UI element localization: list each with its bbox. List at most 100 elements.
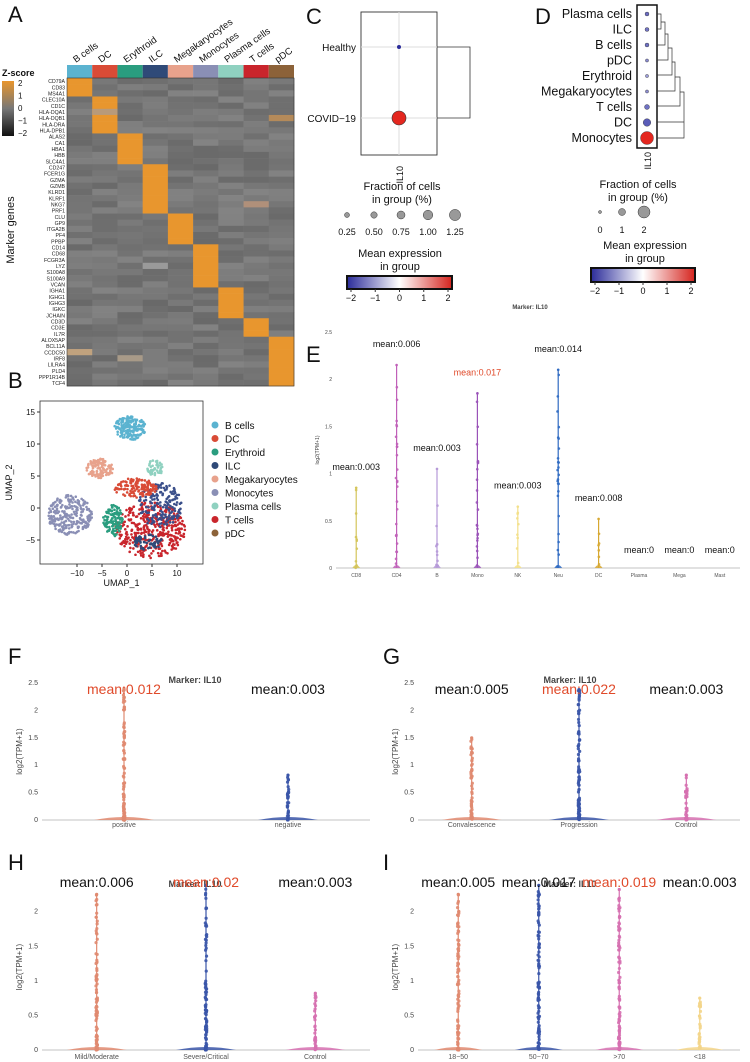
violinI-data-point [537, 971, 541, 976]
umap-point-bcells [118, 427, 122, 431]
umap-point-monocytes [53, 518, 57, 521]
violinI-data-point [617, 1019, 622, 1023]
violinH-data-point [94, 915, 98, 919]
violinF-data-point [121, 805, 125, 809]
heatmap-cell [92, 349, 118, 356]
heatmap-cell [67, 293, 93, 301]
heatmap-cell [268, 250, 295, 257]
heatmap-cell [268, 305, 295, 313]
violinI-data-point [537, 1024, 541, 1028]
heatmap-cell [193, 133, 219, 140]
umap-point-tcells [161, 524, 164, 527]
umap-point-ilc [165, 497, 168, 501]
umap-point-ilc [150, 506, 154, 509]
umap-point-tcells [128, 542, 131, 545]
umap-point-tcells [131, 511, 135, 515]
violinE-ytick: 1.5 [325, 424, 332, 430]
heatmap-cell [167, 250, 194, 257]
violinE-data-point [597, 517, 600, 521]
heatmap-cell [167, 262, 194, 270]
dotC-row-label: COVID−19 [307, 114, 356, 125]
violinI-data-point [537, 937, 541, 941]
umap-point-tcells [176, 523, 180, 526]
umap-point-erythroid [102, 516, 105, 519]
umap-point-monocytes [80, 507, 83, 511]
umap-point-ilc [171, 506, 174, 509]
heatmap-cell [193, 188, 219, 196]
violinH-data-point [204, 1036, 208, 1040]
heatmap-cell [67, 182, 93, 190]
violinH-data-point [94, 974, 98, 978]
umap-point-tcells [176, 536, 179, 540]
umap-point-monocytes [47, 514, 51, 518]
violinH-data-point [204, 1029, 209, 1033]
umap-point-ilc [139, 511, 143, 515]
violinH-data-point [204, 916, 208, 920]
violinI-data-point [698, 1026, 702, 1030]
umap-point-tcells [166, 535, 170, 538]
heatmap-cell [117, 121, 143, 128]
umap-point-plasma [156, 466, 160, 469]
umap-point-monocytes [61, 528, 65, 532]
violinI-data-point [456, 997, 460, 1001]
heatmap-cell [243, 127, 270, 134]
violinI-data-point [536, 995, 541, 1000]
umap-point-monocytes [90, 516, 93, 519]
umap-point-monocytes [50, 521, 53, 525]
umap-point-tcells [128, 519, 131, 522]
heatmap-cell [243, 324, 270, 331]
umap-point-tcells [139, 554, 143, 557]
violinF-data-point [286, 795, 290, 800]
umap-point-monocytes [74, 531, 77, 535]
zscore-tick: 0 [18, 104, 23, 113]
umap-point-monocytes [69, 494, 73, 498]
heatmap-cell [268, 158, 295, 165]
heatmap-cell [142, 287, 169, 294]
heatmap-cell [67, 145, 93, 153]
heatmap-cell [117, 195, 143, 202]
umap-point-erythroid [113, 508, 116, 512]
umap-point-tcells [137, 531, 140, 535]
umap-point-tcells [150, 552, 153, 555]
umap-point-tcells [172, 546, 175, 550]
violinE-data-point [597, 555, 601, 559]
umap-point-bcells [134, 425, 138, 429]
umap-point-monocytes [73, 512, 76, 516]
umap-point-tcells [176, 543, 180, 547]
umap-point-tcells [182, 535, 186, 539]
heatmap-cell [117, 262, 143, 270]
violinI-data-point [617, 887, 621, 892]
heatmap-cell [142, 361, 169, 368]
dotD-dot [645, 58, 649, 63]
violinE-data-point [557, 425, 561, 429]
heatmap-cell [117, 256, 143, 264]
heatmap-cell [142, 90, 169, 97]
violinH-data-point [204, 954, 209, 958]
umap-legend-swatch [211, 502, 219, 510]
heatmap-cell [67, 170, 93, 177]
violinE-data-point [556, 478, 560, 481]
violinF-ytick: 2 [34, 707, 38, 714]
heatmap-cell [167, 201, 194, 208]
violinH-data-point [313, 1004, 318, 1008]
violinE-group-label: NK [514, 573, 522, 579]
umap-point-megakaryocytes [97, 476, 100, 480]
umap-point-tcells [170, 539, 173, 543]
heatmap-cell [218, 145, 244, 153]
heatmap-cell [117, 330, 143, 338]
violinI-data-point [536, 981, 540, 985]
heatmap-cell [268, 90, 295, 97]
umap-point-tcells [180, 527, 183, 531]
heatmap-cell [92, 305, 118, 313]
heatmap-cell [117, 299, 143, 307]
heatmap-cell [167, 114, 194, 122]
umap-point-dc [146, 488, 150, 492]
heatmap-cell [92, 287, 118, 294]
umap-point-ilc [165, 488, 168, 491]
heatmap-cell [243, 219, 270, 227]
violinG-group-label: Convalescence [448, 822, 496, 829]
heatmap-cell [218, 238, 244, 245]
dotD-row-label: Plasma cells [562, 7, 632, 21]
heatmap-cell [92, 275, 118, 282]
gene-label: ALOX5AP [41, 338, 65, 344]
